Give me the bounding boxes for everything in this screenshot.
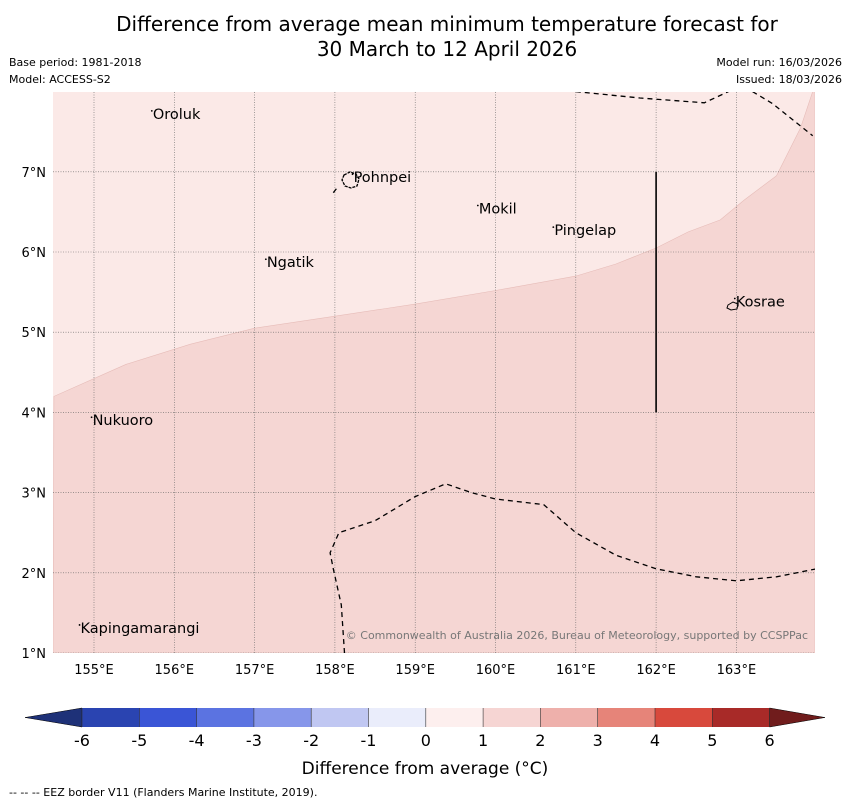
colorbar-tick-label: 6	[765, 731, 775, 750]
gridlines	[53, 92, 815, 653]
island-marker	[476, 204, 479, 207]
copyright-text: © Commonwealth of Australia 2026, Bureau…	[346, 629, 808, 642]
colorbar-segment	[196, 708, 254, 727]
locations: Oroluk Pohnpei Mokil Pingelap Ngatik Kosrae Nu…	[78, 107, 785, 637]
eez-legend: -- -- -- EEZ border V11 (Flanders Marine…	[9, 786, 318, 799]
colorbar-tick-label: 1	[478, 731, 488, 750]
x-tick-label: 160°E	[476, 663, 516, 678]
colorbar-under-arrow	[24, 707, 83, 728]
colorbar-segment	[139, 708, 197, 727]
colorbar-tick-label: 2	[535, 731, 545, 750]
location-label: Mokil	[479, 202, 517, 218]
island-marker	[733, 297, 736, 300]
eez-borders	[329, 92, 815, 653]
island-marker	[150, 109, 153, 112]
island-marker	[90, 416, 93, 419]
colorbar-tick-label: -4	[189, 731, 205, 750]
island-marker	[264, 258, 267, 261]
pohnpei-outline	[341, 171, 360, 189]
colorbar: -6 -5 -4 -3 -2 -1 0 1 2 3 4 5 6	[24, 707, 826, 750]
colorbar-tick-label: 4	[650, 731, 660, 750]
x-tick-label: 159°E	[395, 663, 435, 678]
issued-date: Issued: 18/03/2026	[735, 73, 842, 86]
title-line-2: 30 March to 12 April 2026	[316, 37, 578, 61]
y-tick-label: 2°N	[22, 567, 47, 582]
x-tick-label: 157°E	[235, 663, 275, 678]
colorbar-tick-label: -6	[74, 731, 90, 750]
location-label: Oroluk	[153, 107, 201, 123]
run-info: Model run: 16/03/2026 Issued: 18/03/2026	[716, 54, 842, 88]
x-tick-label: 158°E	[315, 663, 355, 678]
colorbar-segment	[712, 708, 770, 727]
island-marker	[78, 624, 81, 626]
location-label: Kosrae	[736, 295, 785, 311]
eez-border-line	[332, 188, 338, 194]
colorbar-segment	[483, 708, 541, 727]
y-tick-label: 3°N	[22, 487, 47, 502]
location-label: Pingelap	[554, 223, 616, 239]
colorbar-segment	[368, 708, 426, 727]
eez-border-line	[752, 92, 814, 137]
model-run: Model run: 16/03/2026	[716, 56, 842, 69]
colorbar-segment	[597, 708, 655, 727]
axes: 155°E 156°E 157°E 158°E 159°E 160°E 161°E 162°E…	[22, 166, 757, 678]
colorbar-segment	[311, 708, 369, 727]
colorbar-label: Difference from average (°C)	[302, 759, 549, 779]
y-tick-label: 7°N	[22, 166, 47, 181]
location-label: Ngatik	[267, 255, 315, 271]
colorbar-tick-label: -2	[303, 731, 319, 750]
colorbar-over-arrow	[769, 707, 826, 728]
model-name: Model: ACCESS-S2	[9, 73, 111, 86]
island-marker	[351, 173, 354, 176]
x-tick-label: 155°E	[74, 663, 114, 678]
chart-title: Difference from average mean minimum tem…	[0, 12, 850, 62]
eez-border-line	[329, 483, 815, 653]
location-label: Kapingamarangi	[81, 621, 200, 637]
colorbar-tick-label: 0	[421, 731, 431, 750]
y-tick-label: 6°N	[22, 246, 47, 261]
colorbar-tick-label: -3	[246, 731, 262, 750]
colorbar-tick-label: 3	[593, 731, 603, 750]
base-period: Base period: 1981-2018	[9, 56, 142, 69]
title-line-1: Difference from average mean minimum tem…	[116, 12, 778, 36]
model-info: Base period: 1981-2018 Model: ACCESS-S2	[9, 54, 141, 88]
location-label: Nukuoro	[93, 413, 154, 429]
anomaly-regions	[53, 92, 815, 653]
colorbar-segment	[655, 708, 713, 727]
island-marker	[552, 226, 555, 229]
colorbar-segment	[540, 708, 598, 727]
anomaly-region-1-2	[53, 92, 815, 653]
location-label: Pohnpei	[354, 170, 412, 186]
x-tick-label: 156°E	[155, 663, 195, 678]
y-tick-label: 4°N	[22, 406, 47, 421]
colorbar-tick-label: 5	[707, 731, 717, 750]
colorbar-tick-label: -5	[131, 731, 147, 750]
colorbar-segment	[82, 708, 140, 727]
x-tick-label: 162°E	[636, 663, 676, 678]
colorbar-segment	[425, 708, 484, 727]
colorbar-segment	[253, 708, 312, 727]
island-outlines	[341, 171, 739, 311]
kosrae-outline	[726, 301, 739, 311]
y-tick-label: 5°N	[22, 326, 47, 341]
y-tick-label: 1°N	[22, 647, 47, 662]
x-tick-label: 163°E	[717, 663, 757, 678]
colorbar-tick-label: -1	[361, 731, 377, 750]
x-tick-label: 161°E	[556, 663, 596, 678]
